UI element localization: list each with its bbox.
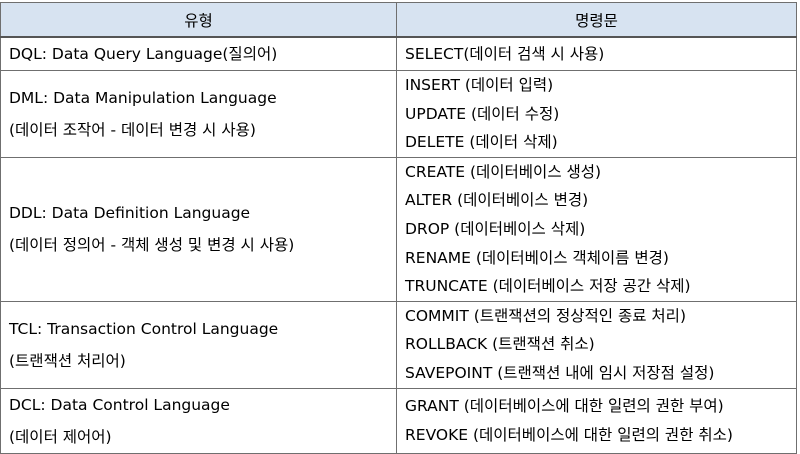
type-line: DCL: Data Control Language: [9, 395, 230, 414]
command-cell-tcl: COMMIT (트랜잭션의 정상적인 종료 처리) ROLLBACK (트랜잭션…: [396, 300, 797, 389]
command-line: SELECT(데이터 검색 시 사용): [405, 44, 605, 63]
command-line: INSERT (데이터 입력): [405, 76, 554, 94]
type-line: DML: Data Manipulation Language: [9, 88, 277, 107]
type-line: (데이터 조작어 - 데이터 변경 시 사용): [9, 120, 256, 139]
type-cell-dml: DML: Data Manipulation Language (데이터 조작어…: [0, 70, 397, 158]
command-line: DELETE (데이터 삭제): [405, 133, 558, 152]
type-line: DDL: Data Definition Language: [9, 204, 251, 223]
header-command: 명령문: [396, 2, 797, 38]
command-line: COMMIT (트랜잭션의 정상적인 종료 처리): [405, 306, 686, 325]
type-cell-tcl: TCL: Transaction Control Language (트랜잭션 …: [0, 300, 397, 389]
type-line: (데이터 제어어): [9, 427, 112, 446]
command-line: SAVEPOINT (트랜잭션 내에 임시 저장점 설정): [405, 363, 715, 382]
type-line: TCL: Transaction Control Language: [9, 319, 279, 338]
command-line: RENAME (데이터베이스 객체이름 변경): [405, 248, 669, 267]
command-line: ALTER (데이터베이스 변경): [405, 191, 589, 210]
type-cell-ddl: DDL: Data Definition Language (데이터 정의어 -…: [0, 156, 397, 302]
command-line: GRANT (데이터베이스에 대한 일련의 권한 부여): [405, 396, 724, 415]
command-cell-ddl: CREATE (데이터베이스 생성) ALTER (데이터베이스 변경) DRO…: [396, 156, 797, 302]
type-line: (데이터 정의어 - 객체 생성 및 변경 시 사용): [9, 236, 295, 255]
command-cell-dml: INSERT (데이터 입력) UPDATE (데이터 수정) DELETE (…: [396, 70, 797, 158]
table-row-ddl: DDL: Data Definition Language (데이터 정의어 -…: [0, 156, 797, 302]
command-line: ROLLBACK (트랜잭션 취소): [405, 335, 595, 354]
type-line: (트랜잭션 처리어): [9, 351, 126, 370]
header-type: 유형: [0, 2, 397, 38]
command-line: REVOKE (데이터베이스에 대한 일련의 권한 취소): [405, 425, 733, 444]
command-line: TRUNCATE (데이터베이스 저장 공간 삭제): [405, 277, 691, 296]
command-line: CREATE (데이터베이스 생성): [405, 162, 602, 181]
command-line: DROP (데이터베이스 삭제): [405, 219, 586, 238]
table-row-dql: DQL: Data Query Language(질의어) SELECT(데이터…: [0, 36, 797, 71]
header-row: 유형 명령문: [0, 2, 797, 38]
type-line: DQL: Data Query Language(질의어): [9, 45, 278, 63]
command-line: UPDATE (데이터 수정): [405, 104, 560, 123]
table-row-dml: DML: Data Manipulation Language (데이터 조작어…: [0, 70, 797, 158]
command-cell-dql: SELECT(데이터 검색 시 사용): [396, 36, 797, 71]
type-cell-dql: DQL: Data Query Language(질의어): [0, 36, 397, 71]
table-row-tcl: TCL: Transaction Control Language (트랜잭션 …: [0, 300, 797, 389]
